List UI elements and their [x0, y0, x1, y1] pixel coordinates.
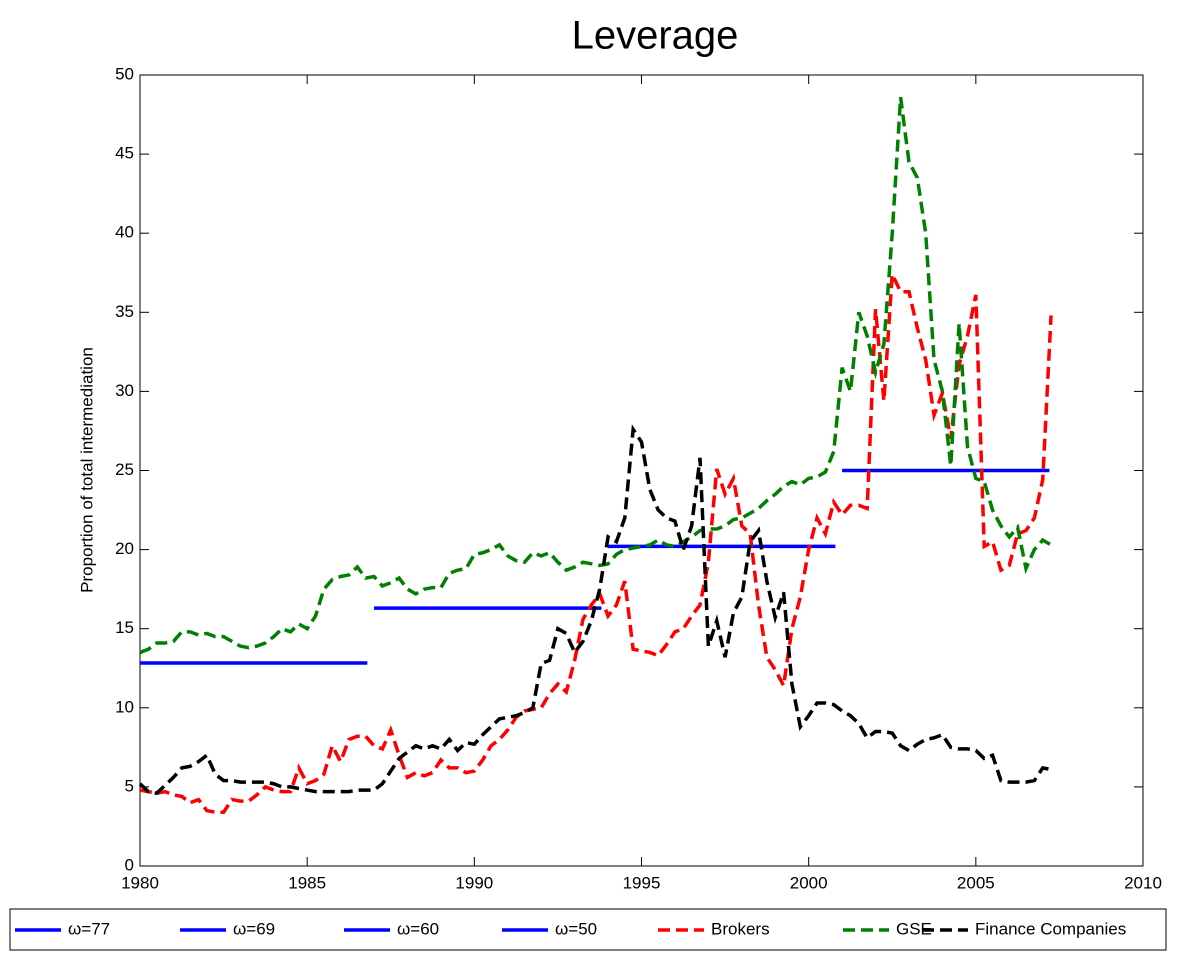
x-tick-label: 1995 — [623, 873, 661, 892]
y-tick-label: 30 — [115, 381, 134, 400]
y-axis-label: Proportion of total intermediation — [77, 347, 96, 593]
plot-frame — [139, 74, 1144, 867]
y-tick-label: 45 — [115, 144, 134, 163]
x-tick-label: 1990 — [455, 873, 493, 892]
legend-label: ω=77 — [68, 919, 110, 938]
x-tick-label: 2000 — [790, 873, 828, 892]
y-tick-label: 50 — [115, 64, 134, 83]
series-line — [138, 424, 1052, 796]
x-tick-label: 1980 — [121, 873, 159, 892]
legend-label: GSE — [896, 919, 932, 938]
x-tick-label: 2005 — [957, 873, 995, 892]
legend-label: Finance Companies — [975, 919, 1126, 938]
y-tick-label: 5 — [125, 776, 134, 795]
legend-label: Brokers — [711, 919, 770, 938]
y-tick-label: 25 — [115, 460, 134, 479]
y-tick-label: 10 — [115, 697, 134, 716]
y-tick-label: 40 — [115, 223, 134, 242]
series-line — [139, 96, 1052, 655]
series-line — [139, 267, 1053, 814]
y-tick-label: 20 — [115, 539, 134, 558]
y-tick-label: 35 — [115, 302, 134, 321]
legend-label: ω=69 — [233, 919, 275, 938]
x-tick-label: 1985 — [288, 873, 326, 892]
legend-label: ω=50 — [555, 919, 597, 938]
chart-title: Leverage — [572, 14, 739, 58]
y-tick-label: 15 — [115, 618, 134, 637]
y-tick-label: 0 — [125, 855, 134, 874]
legend-label: ω=60 — [397, 919, 439, 938]
x-tick-label: 2010 — [1124, 873, 1162, 892]
